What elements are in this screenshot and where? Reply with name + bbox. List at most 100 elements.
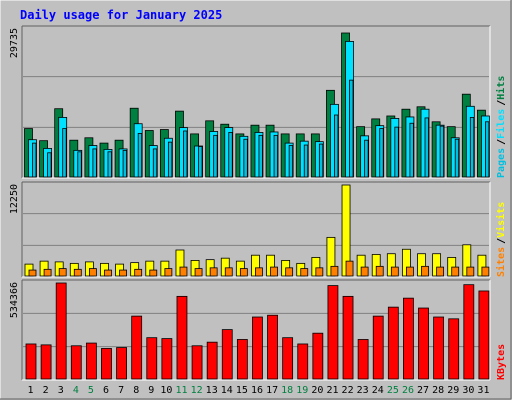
kbytes-bar bbox=[191, 345, 203, 380]
pages-bar bbox=[424, 117, 429, 178]
x-tick-label-day: 4 bbox=[73, 385, 79, 396]
pages-bar bbox=[92, 148, 97, 178]
kbytes-bar bbox=[372, 315, 384, 380]
legend-files: Files bbox=[495, 109, 507, 139]
panel-2-legend-text: Sites /Visits bbox=[495, 202, 507, 277]
legend-hits: Hits bbox=[495, 76, 507, 100]
x-tick-label-day: 22 bbox=[342, 385, 354, 396]
x-tick-label-day: 1 bbox=[28, 385, 34, 396]
pages-bar bbox=[334, 114, 339, 178]
pages-bar bbox=[288, 145, 294, 178]
kbytes-bar bbox=[146, 337, 158, 380]
kbytes-bar bbox=[221, 329, 233, 380]
x-tick-label-day: 12 bbox=[191, 385, 203, 396]
sites-bar bbox=[466, 266, 475, 277]
kbytes-bar bbox=[297, 343, 309, 380]
sites-bar bbox=[345, 260, 354, 277]
x-tick-label-day: 24 bbox=[372, 385, 384, 396]
legend-visits: Visits bbox=[495, 202, 507, 238]
sites-bar bbox=[164, 268, 173, 277]
x-tick-label-day: 2 bbox=[43, 385, 49, 396]
sites-bar bbox=[436, 266, 445, 277]
pages-bar bbox=[318, 143, 324, 178]
kbytes-bar bbox=[387, 306, 399, 380]
x-tick-label-day: 16 bbox=[251, 385, 263, 396]
pages-bar bbox=[394, 126, 399, 178]
x-tick-label-day: 5 bbox=[88, 385, 94, 396]
sites-bar bbox=[239, 268, 248, 277]
pages-bar bbox=[485, 121, 490, 178]
x-tick-label-day: 18 bbox=[281, 385, 293, 396]
pages-bar bbox=[454, 138, 460, 178]
x-tick-label-day: 21 bbox=[326, 385, 338, 396]
panel-2-legend: Sites /Visits bbox=[495, 202, 507, 277]
sites-bar bbox=[285, 267, 294, 277]
chart-title: Daily usage for January 2025 bbox=[20, 8, 222, 22]
kbytes-bar bbox=[463, 284, 475, 380]
x-tick-label-day: 6 bbox=[103, 385, 109, 396]
sites-bar bbox=[255, 267, 263, 277]
x-tick-label-day: 11 bbox=[175, 385, 187, 396]
kbytes-bar bbox=[101, 348, 112, 380]
x-tick-label-day: 17 bbox=[266, 385, 278, 396]
kbytes-bar bbox=[252, 316, 263, 380]
x-tick-label-day: 15 bbox=[236, 385, 248, 396]
pages-bar bbox=[77, 151, 82, 178]
pages-bar bbox=[243, 138, 248, 178]
sites-bar bbox=[194, 268, 203, 277]
kbytes-bar bbox=[176, 295, 188, 380]
sites-bar bbox=[330, 265, 339, 277]
x-tick-label-day: 23 bbox=[357, 385, 369, 396]
x-tick-label-day: 27 bbox=[417, 385, 429, 396]
sites-bar bbox=[134, 268, 143, 277]
panel-1-legend: Pages/Files/Hits bbox=[495, 76, 507, 178]
kbytes-bar bbox=[70, 345, 82, 380]
sites-bar bbox=[119, 269, 127, 277]
kbytes-bar bbox=[267, 314, 278, 380]
sites-bar bbox=[58, 268, 67, 277]
panel-3-legend-text: KBytes bbox=[496, 344, 507, 380]
kbytes-bar bbox=[161, 338, 173, 380]
sites-bar bbox=[149, 269, 158, 277]
x-tick-label-day: 25 bbox=[387, 385, 399, 396]
kbytes-bar bbox=[312, 332, 324, 380]
kbytes-bar bbox=[448, 318, 460, 380]
x-axis-labels: 1 2 3 4 5 6 7 8 9 10 11 12 13 14 15 16 17 18 19 20 21 22 23 24 2… bbox=[28, 385, 490, 396]
pages-bar bbox=[183, 130, 188, 178]
kbytes-bar bbox=[478, 290, 490, 380]
pages-bar bbox=[47, 152, 52, 178]
sites-bar bbox=[88, 268, 97, 277]
x-tick-label-day: 31 bbox=[477, 385, 489, 396]
sites-bar bbox=[421, 265, 429, 277]
sites-bar bbox=[209, 267, 218, 277]
x-tick-label-day: 19 bbox=[296, 385, 308, 396]
panel-1-ytick-label: 29735 bbox=[9, 28, 20, 58]
sites-bar bbox=[406, 266, 414, 277]
kbytes-bar bbox=[433, 316, 445, 380]
pages-bar bbox=[273, 134, 278, 178]
sites-bar bbox=[224, 267, 233, 277]
pages-bar bbox=[409, 122, 414, 178]
x-tick-label-day: 7 bbox=[118, 385, 124, 396]
x-tick-label-day: 29 bbox=[447, 385, 459, 396]
kbytes-bar bbox=[85, 342, 97, 380]
x-tick-label-day: 30 bbox=[462, 385, 474, 396]
legend-sites: Sites bbox=[495, 247, 507, 277]
pages-bar bbox=[32, 142, 37, 178]
x-tick-label-day: 9 bbox=[148, 385, 154, 396]
pages-bar bbox=[107, 151, 112, 178]
kbytes-bar bbox=[403, 297, 414, 380]
sites-bar bbox=[375, 265, 384, 277]
x-tick-label-day: 20 bbox=[311, 385, 323, 396]
x-tick-label-day: 3 bbox=[58, 385, 64, 396]
kbytes-bar bbox=[342, 295, 354, 380]
sites-bar bbox=[360, 266, 369, 277]
kbytes-bar bbox=[116, 347, 127, 380]
sites-bar bbox=[73, 268, 82, 277]
pages-bar bbox=[167, 141, 173, 178]
legend-separator: / bbox=[496, 238, 507, 244]
legend-separator: / bbox=[496, 100, 507, 106]
sites-bar bbox=[104, 269, 112, 277]
legend-pages: Pages bbox=[496, 148, 507, 178]
